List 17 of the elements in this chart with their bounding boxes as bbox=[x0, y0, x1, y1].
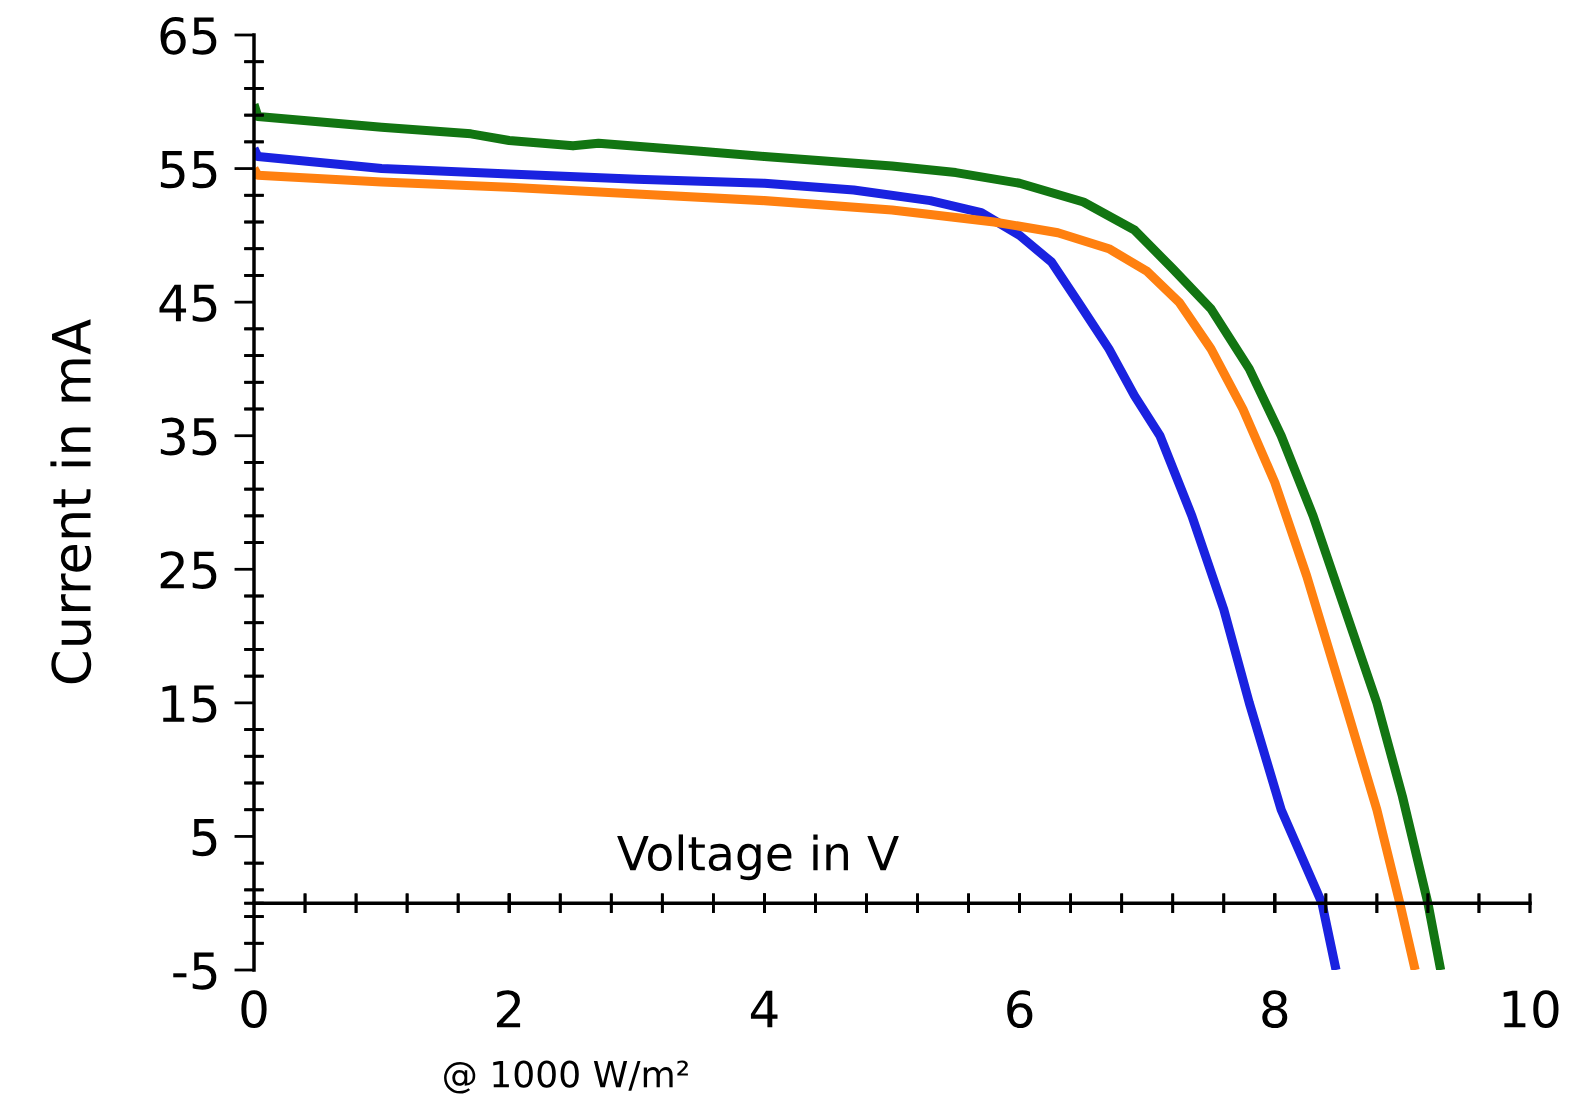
y-axis-title: Current in mA bbox=[50, 319, 92, 684]
x-axis-title: Voltage in V bbox=[617, 834, 899, 881]
x-tick-label: 2 bbox=[496, 990, 521, 1028]
y-tick-label: 5 bbox=[192, 818, 217, 857]
x-tick-label: 0 bbox=[241, 990, 267, 1029]
x-tick-label: 6 bbox=[1007, 990, 1033, 1029]
y-tick-label: 55 bbox=[160, 151, 217, 189]
x-tick-label: 10 bbox=[1503, 990, 1559, 1029]
y-tick-label: 65 bbox=[160, 16, 217, 55]
y-tick-label: 35 bbox=[160, 417, 217, 456]
x-tick-label: 4 bbox=[750, 990, 778, 1028]
y-tick-label: -5 bbox=[173, 952, 217, 990]
text: @ 1000 W/m² bbox=[444, 1060, 688, 1094]
y-tick-label: 15 bbox=[162, 685, 217, 723]
x-tick-label: 8 bbox=[1262, 990, 1288, 1029]
y-tick-label: 45 bbox=[159, 284, 217, 322]
y-tick-label: 25 bbox=[160, 551, 217, 589]
